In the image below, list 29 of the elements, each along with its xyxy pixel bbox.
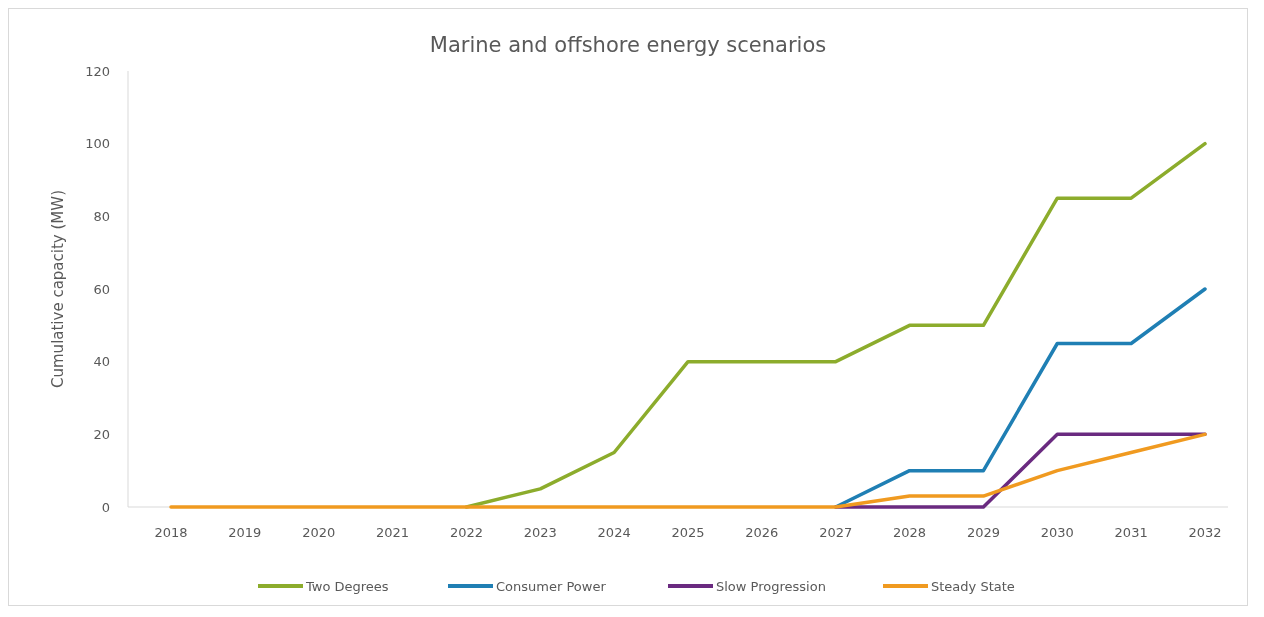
x-tick-label: 2021 [376, 525, 410, 540]
x-tick-label: 2024 [597, 525, 631, 540]
x-tick-label: 2029 [966, 525, 1000, 540]
legend-label: Two Degrees [305, 578, 389, 594]
x-tick-label: 2023 [523, 525, 557, 540]
x-tick-label: 2030 [1040, 525, 1074, 540]
legend-label: Consumer Power [496, 578, 607, 594]
legend-label: Slow Progression [716, 578, 826, 594]
y-axis-title: Cumulative capacity (MW) [49, 190, 67, 388]
y-tick-label: 80 [93, 208, 110, 224]
x-tick-label: 2032 [1188, 525, 1222, 540]
y-tick-label: 100 [85, 136, 110, 152]
chart-title: Marine and offshore energy scenarios [429, 33, 827, 57]
y-tick-label: 60 [93, 281, 110, 297]
x-tick-label: 2025 [671, 525, 705, 540]
y-tick-label: 0 [101, 499, 110, 515]
y-tick-label: 120 [85, 63, 110, 79]
x-tick-label: 2031 [1114, 525, 1148, 540]
y-tick-label: 40 [93, 354, 110, 370]
legend-label: Steady State [931, 578, 1015, 594]
y-tick-label: 20 [93, 426, 110, 442]
x-tick-label: 2028 [893, 525, 927, 540]
x-tick-label: 2027 [819, 525, 853, 540]
x-tick-label: 2018 [154, 525, 188, 540]
x-tick-label: 2022 [449, 525, 483, 540]
line-series [169, 432, 1207, 509]
x-tick-label: 2026 [745, 525, 779, 540]
x-tick-label: 2020 [302, 525, 336, 540]
x-tick-label: 2019 [228, 525, 262, 540]
